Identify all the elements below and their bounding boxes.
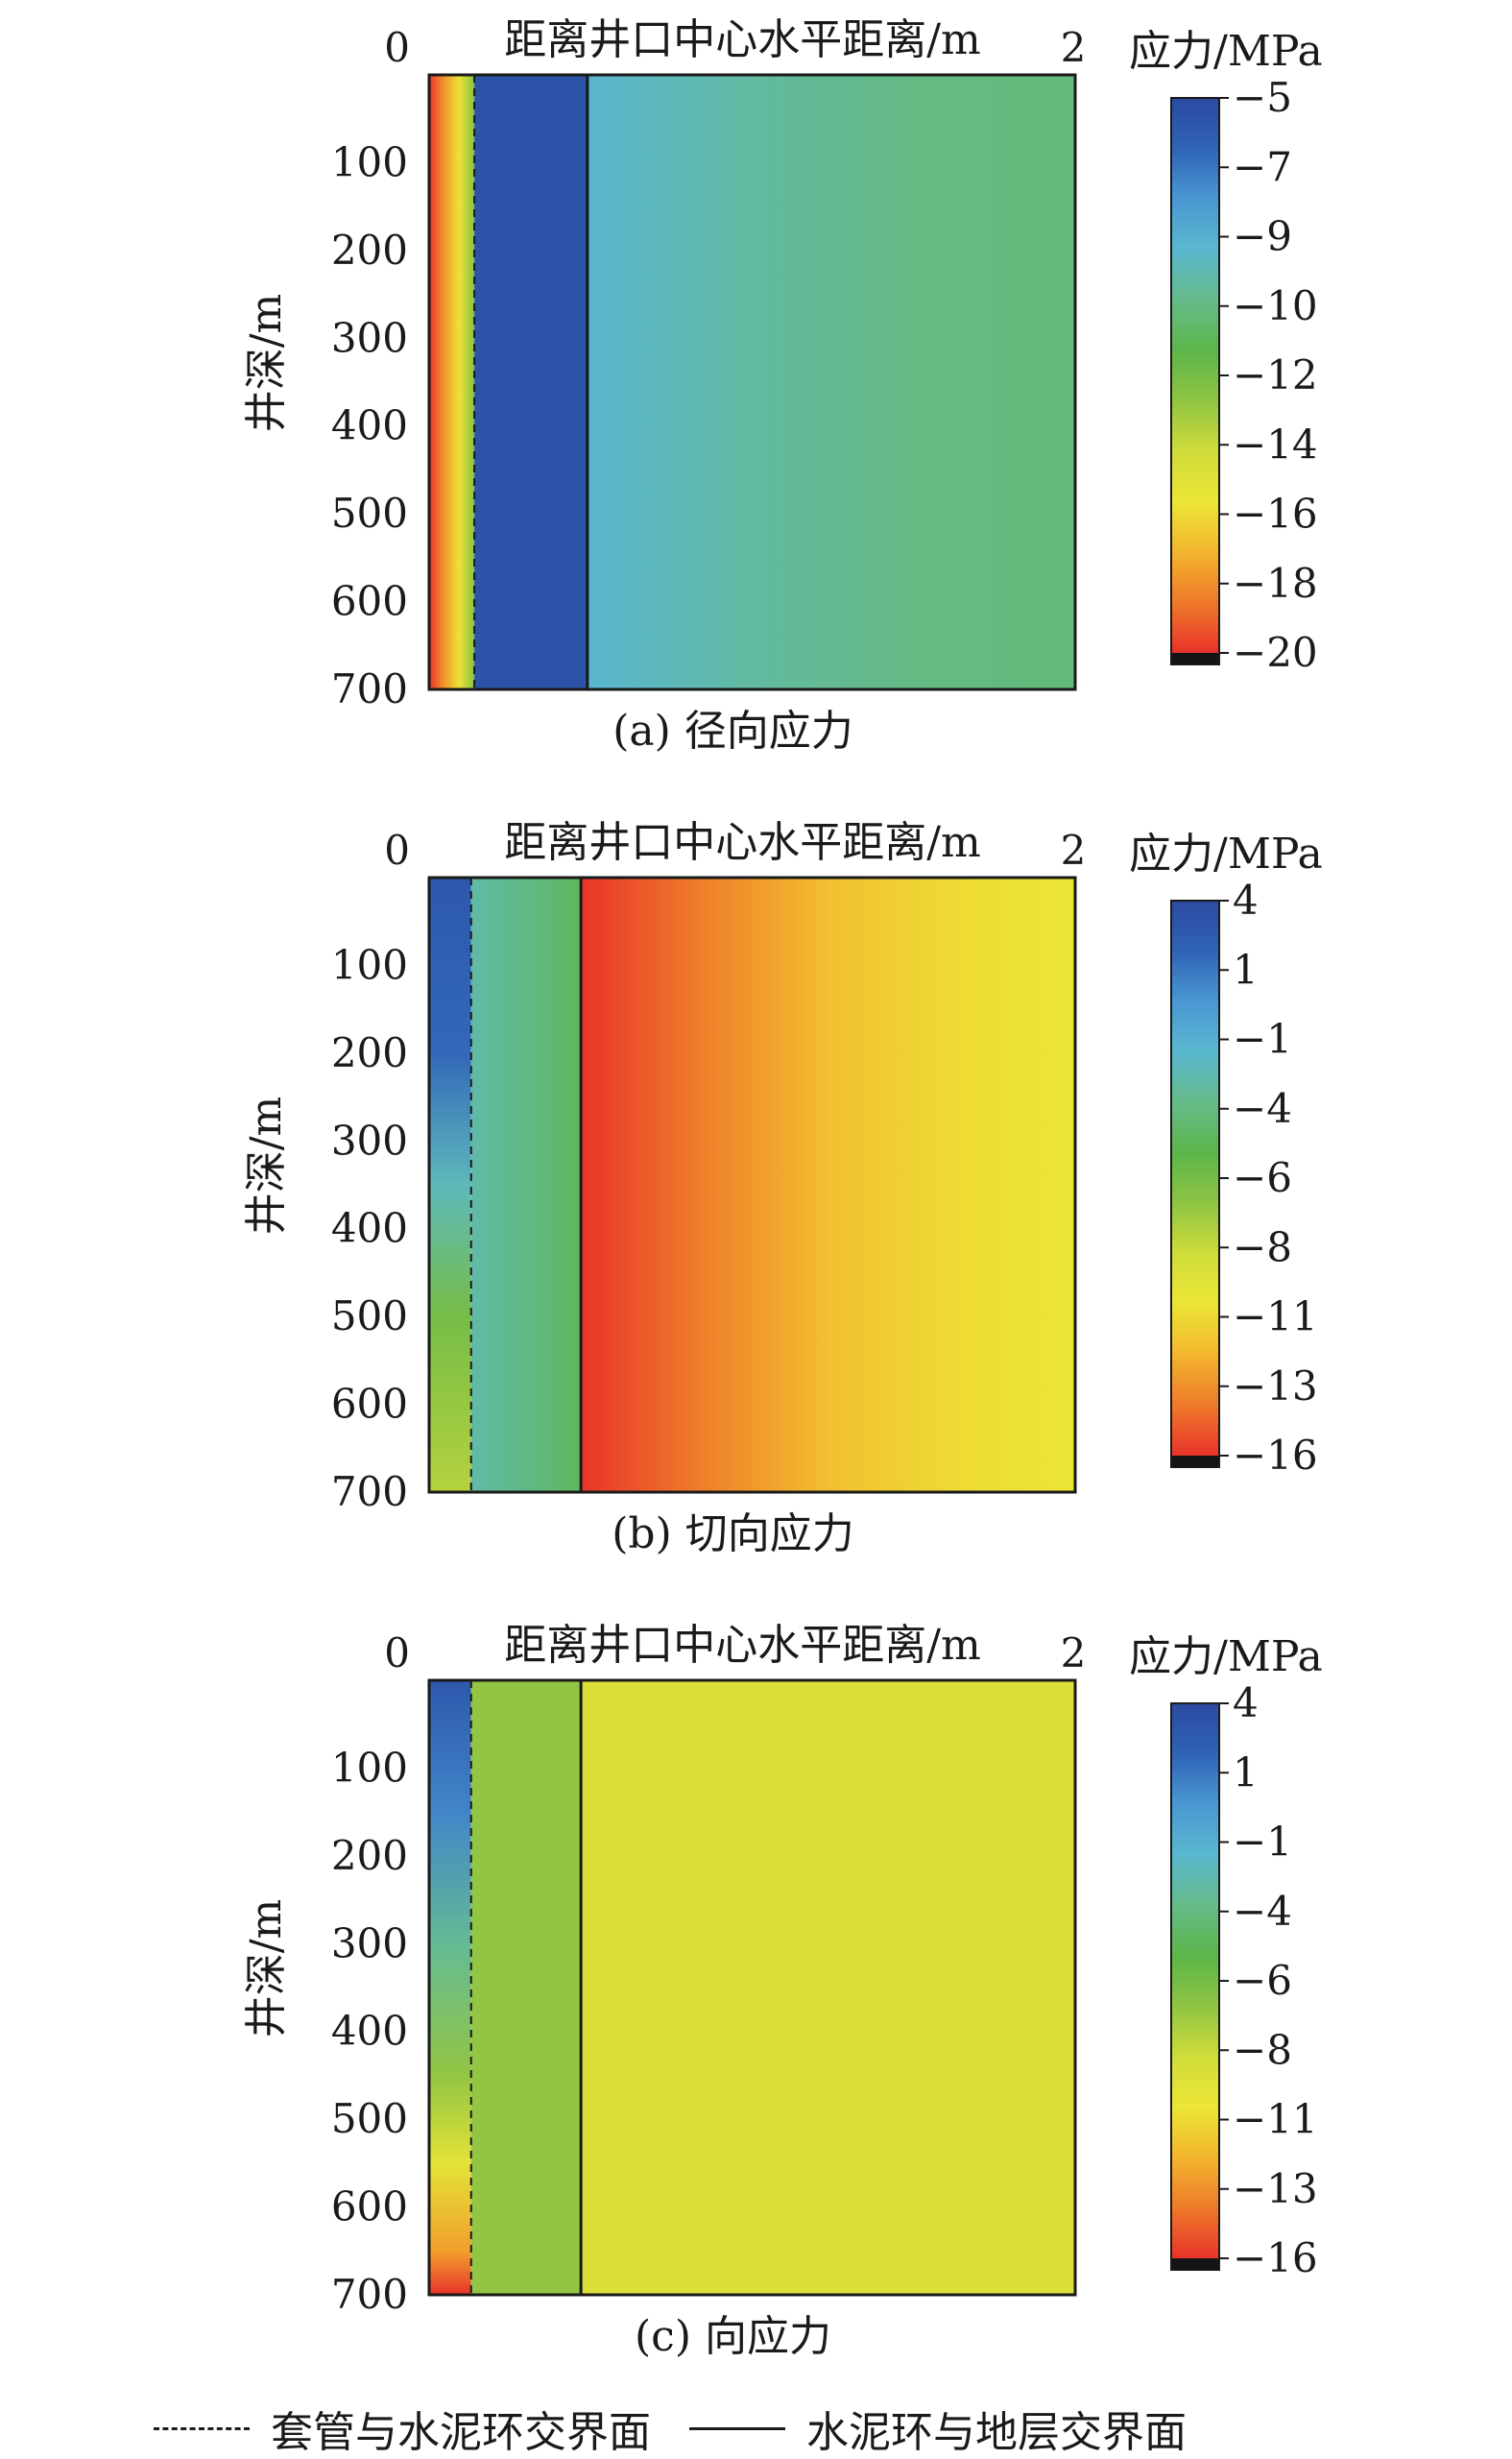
chart-1-colorbar-tick-label: −20 bbox=[1233, 629, 1318, 676]
chart-2-colorbar-tick-label: −13 bbox=[1233, 1362, 1318, 1410]
chart-3-region-casing bbox=[429, 1680, 471, 2295]
legend-dashed-label: 套管与水泥环交界面 bbox=[271, 2408, 651, 2457]
chart-1-region-formation bbox=[587, 75, 1075, 689]
chart-2-plot-frame bbox=[427, 876, 1077, 1494]
figure-legend: 套管与水泥环交界面 水泥环与地层交界面 bbox=[154, 2400, 1402, 2457]
chart-3-x-tick-0: 0 bbox=[384, 1629, 410, 1676]
chart-2-colorbar-end-cap bbox=[1171, 1456, 1219, 1467]
chart-2-x-tick-2: 2 bbox=[1061, 827, 1087, 874]
chart-2-colorbar-tick-label: 1 bbox=[1233, 946, 1259, 993]
chart-3-colorbar-tick-label: −13 bbox=[1233, 2165, 1318, 2212]
chart-2-y-tick-300: 300 bbox=[331, 1117, 408, 1164]
chart-2-colorbar-tick-label: −11 bbox=[1233, 1293, 1318, 1340]
chart-2-region-cement bbox=[470, 878, 582, 1492]
legend-solid-line bbox=[689, 2426, 785, 2430]
chart-2-y-tick-200: 200 bbox=[331, 1029, 408, 1076]
chart-1-colorbar-tick-label: −9 bbox=[1233, 213, 1292, 260]
chart-3-y-tick-600: 600 bbox=[331, 2183, 408, 2230]
chart-3-colorbar-tick-label: −16 bbox=[1233, 2234, 1318, 2281]
chart-1-colorbar-end-cap bbox=[1171, 653, 1219, 664]
chart-2-x-axis-label: 距离井口中心水平距离/m bbox=[504, 818, 981, 867]
chart-3-y-tick-500: 500 bbox=[331, 2095, 408, 2142]
chart-3-y-axis-label: 井深/m bbox=[242, 1899, 291, 2038]
chart-3-colorbar-tick-label: 1 bbox=[1233, 1748, 1259, 1796]
chart-1-y-tick-300: 300 bbox=[331, 314, 408, 361]
chart-1-colorbar-tick-label: −16 bbox=[1233, 491, 1318, 538]
chart-2-y-tick-400: 400 bbox=[331, 1205, 408, 1252]
chart-1-y-tick-200: 200 bbox=[331, 227, 408, 274]
chart-1-colorbar-frame bbox=[1170, 97, 1220, 665]
chart-2-colorbar bbox=[1171, 901, 1219, 1456]
chart-3-y-tick-200: 200 bbox=[331, 1832, 408, 1879]
chart-3-colorbar-tick-label: −1 bbox=[1233, 1819, 1292, 1866]
chart-1-y-tick-500: 500 bbox=[331, 490, 408, 537]
chart-2-y-tick-600: 600 bbox=[331, 1381, 408, 1428]
chart-2-colorbar-title: 应力/MPa bbox=[1129, 830, 1323, 879]
chart-3-colorbar-tick-label: −4 bbox=[1233, 1888, 1292, 1935]
chart-3-caption: (c) 向应力 bbox=[635, 2312, 831, 2361]
chart-3-region-cement bbox=[470, 1680, 582, 2295]
chart-1-colorbar-tick-label: −18 bbox=[1233, 560, 1318, 607]
chart-1-region-cement bbox=[474, 75, 588, 689]
chart-1-y-tick-100: 100 bbox=[331, 138, 408, 185]
chart-2-colorbar-tick-label: −4 bbox=[1233, 1085, 1292, 1132]
chart-1-colorbar-tick-label: −5 bbox=[1233, 74, 1292, 121]
chart-3-colorbar-tick-label: −8 bbox=[1233, 2026, 1292, 2073]
chart-1-colorbar-tick-label: −7 bbox=[1233, 143, 1292, 190]
chart-3-colorbar-frame bbox=[1170, 1702, 1220, 2271]
chart-3-y-tick-100: 100 bbox=[331, 1744, 408, 1791]
chart-3-y-tick-400: 400 bbox=[331, 2008, 408, 2055]
chart-2-colorbar-tick-label: −6 bbox=[1233, 1154, 1292, 1201]
chart-3-colorbar-title: 应力/MPa bbox=[1129, 1632, 1323, 1681]
chart-2-colorbar-tick-label: −1 bbox=[1233, 1016, 1292, 1063]
chart-3-region-formation bbox=[581, 1680, 1075, 2295]
chart-2-y-tick-700: 700 bbox=[331, 1468, 408, 1515]
chart-1-y-tick-700: 700 bbox=[331, 665, 408, 712]
chart-1-x-tick-2: 2 bbox=[1061, 24, 1087, 71]
chart-2-colorbar-tick-label: 4 bbox=[1233, 877, 1259, 924]
chart-3-y-tick-700: 700 bbox=[331, 2271, 408, 2318]
chart-1-caption: (a) 径向应力 bbox=[612, 707, 853, 756]
chart-3-colorbar-tick-label: 4 bbox=[1233, 1679, 1259, 1726]
chart-2-caption: (b) 切向应力 bbox=[612, 1509, 853, 1558]
chart-2-colorbar-frame bbox=[1170, 900, 1220, 1468]
figure-canvas: 0 2距离井口中心水平距离/m100200300400500600700井深/m(… bbox=[242, 15, 1323, 2361]
chart-3-x-tick-2: 2 bbox=[1061, 1629, 1087, 1676]
chart-2-y-axis-label: 井深/m bbox=[242, 1097, 291, 1236]
chart-3-colorbar-end-cap bbox=[1171, 2258, 1219, 2270]
chart-1-colorbar-tick-label: −10 bbox=[1233, 282, 1318, 329]
chart-2-colorbar-tick-label: −16 bbox=[1233, 1432, 1318, 1479]
chart-2-y-tick-100: 100 bbox=[331, 941, 408, 988]
chart-2-x-tick-0: 0 bbox=[384, 827, 410, 874]
chart-1-y-axis-label: 井深/m bbox=[242, 294, 291, 433]
chart-3-colorbar-tick-label: −6 bbox=[1233, 1957, 1292, 2004]
chart-1-plot-frame bbox=[427, 73, 1077, 691]
chart-1-x-axis-label: 距离井口中心水平距离/m bbox=[504, 15, 981, 64]
legend-dashed-line bbox=[154, 2426, 250, 2430]
chart-3-plot-frame bbox=[427, 1678, 1077, 2297]
chart-1-y-tick-400: 400 bbox=[331, 402, 408, 449]
chart-1-colorbar bbox=[1171, 98, 1219, 653]
chart-2-region-formation bbox=[581, 878, 1075, 1492]
chart-1-y-tick-600: 600 bbox=[331, 578, 408, 625]
chart-2-y-tick-500: 500 bbox=[331, 1292, 408, 1339]
legend-solid-label: 水泥环与地层交界面 bbox=[806, 2408, 1187, 2457]
chart-3-x-axis-label: 距离井口中心水平距离/m bbox=[504, 1621, 981, 1670]
chart-1-colorbar-title: 应力/MPa bbox=[1129, 27, 1323, 76]
chart-1-region-casing bbox=[429, 75, 475, 689]
chart-1-x-tick-0: 0 bbox=[384, 24, 410, 71]
chart-1-colorbar-tick-label: −12 bbox=[1233, 351, 1318, 398]
chart-1-colorbar-tick-label: −14 bbox=[1233, 421, 1318, 468]
chart-3-colorbar bbox=[1171, 1703, 1219, 2258]
chart-3-y-tick-300: 300 bbox=[331, 1919, 408, 1966]
chart-2-region-casing bbox=[429, 878, 471, 1492]
chart-2-colorbar-tick-label: −8 bbox=[1233, 1223, 1292, 1270]
chart-3-colorbar-tick-label: −11 bbox=[1233, 2096, 1318, 2143]
